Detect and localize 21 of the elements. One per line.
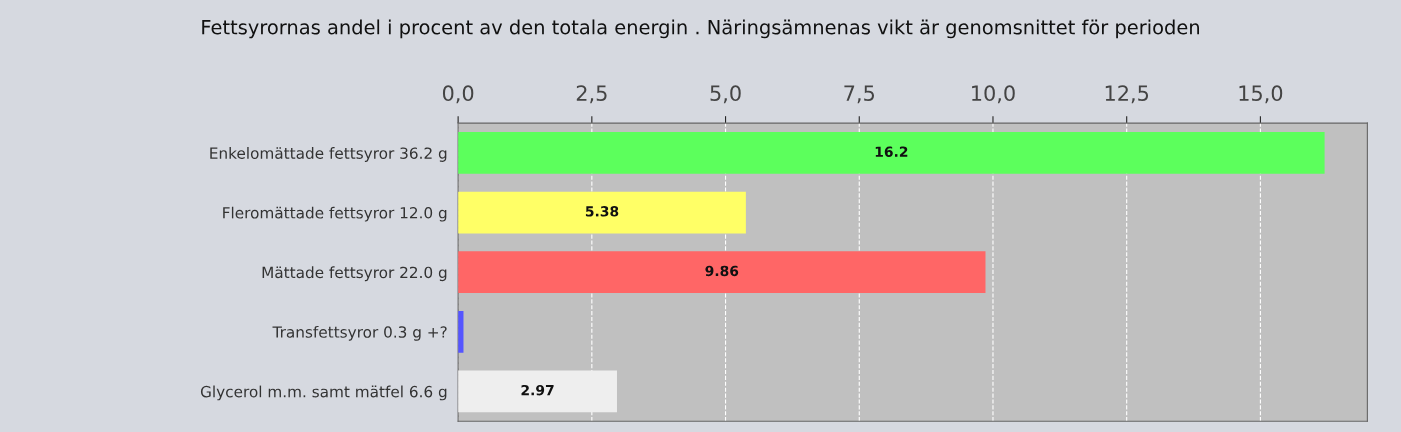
y-tick-label: Enkelomättade fettsyror 36.2 g bbox=[210, 147, 447, 162]
y-tick-label: Fleromättade fettsyror 12.0 g bbox=[223, 206, 447, 222]
chart-title: Fettsyrornas andel i procent av den totala energin . Näringsämnenas vikt är genomsnittet för perioden bbox=[202, 19, 1199, 39]
bar bbox=[458, 132, 1325, 174]
x-tick-label: 12,5 bbox=[1105, 85, 1149, 104]
x-tick-label: 5,0 bbox=[710, 85, 741, 104]
x-tick-label: 15,0 bbox=[1239, 85, 1283, 104]
data-label: 16.2 bbox=[875, 146, 908, 157]
x-tick-label: 10,0 bbox=[972, 85, 1015, 104]
y-tick-label: Mättade fettsyror 22.0 g bbox=[262, 266, 447, 282]
data-label: 5.38 bbox=[585, 206, 619, 217]
data-label: 2.97 bbox=[521, 384, 554, 396]
bar bbox=[458, 191, 746, 234]
bar bbox=[458, 251, 986, 294]
data-label: 9.86 bbox=[705, 265, 739, 277]
x-tick-label: 7,5 bbox=[844, 85, 875, 104]
bar bbox=[458, 370, 617, 413]
x-tick-label: 2,5 bbox=[576, 85, 607, 104]
y-tick-label: Transfettsyror 0.3 g +? bbox=[272, 325, 447, 341]
x-tick-label: 0,0 bbox=[442, 85, 474, 104]
y-tick-label: Glycerol m.m. samt mätfel 6.6 g bbox=[200, 385, 447, 401]
